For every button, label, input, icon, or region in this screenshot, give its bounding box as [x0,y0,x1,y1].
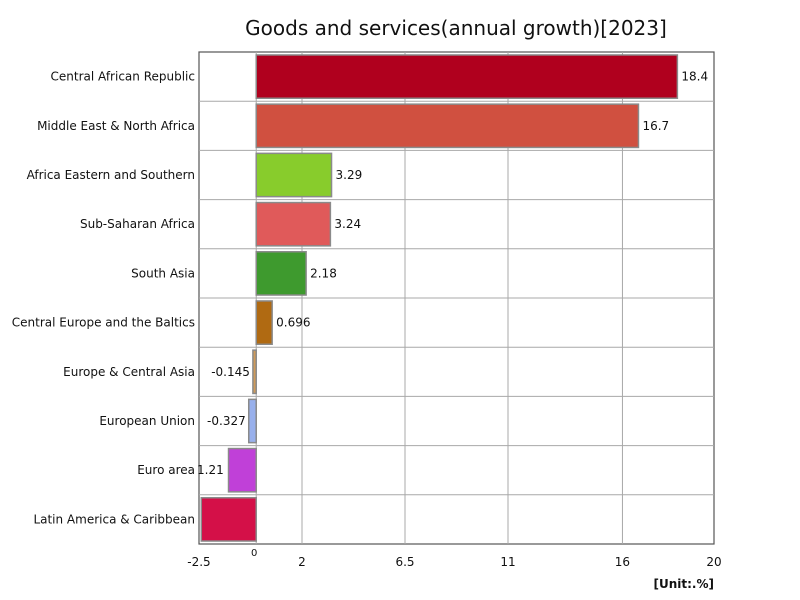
x-tick-label: 2 [298,555,306,569]
value-label: 3.24 [334,217,361,231]
chart-title: Goods and services(annual growth)[2023] [245,16,667,40]
x-tick-label: 11 [500,555,515,569]
bar [255,201,332,247]
unit-label: [Unit:.%] [654,577,715,591]
category-label: Latin America & Caribbean [33,512,195,526]
x-tick-label: 16 [615,555,630,569]
category-label: Europe & Central Asia [63,365,195,379]
value-label: -0.327 [207,414,246,428]
x-tick-label: -2.5 [187,555,210,569]
value-label: 1.21 [197,463,224,477]
value-label: 16.7 [642,119,669,133]
x-zero-label: 0 [251,548,257,559]
bar [255,54,679,99]
bar [255,103,640,149]
x-tick-label: 6.5 [395,555,414,569]
category-label: Middle East & North Africa [37,119,195,133]
category-label: European Union [99,414,195,428]
bar [255,251,307,296]
bar [227,447,257,493]
x-tick-label: 20 [706,555,721,569]
value-label: 2.18 [310,266,337,280]
category-label: South Asia [131,266,195,280]
value-label: 18.4 [681,70,708,84]
value-label: 3.29 [336,168,363,182]
category-label: Africa Eastern and Southern [27,168,195,182]
category-label: Euro area [137,463,195,477]
bar [255,300,273,345]
category-label: Sub-Saharan Africa [80,217,195,231]
category-label: Central Europe and the Baltics [12,316,195,330]
bar [252,349,257,395]
value-label: -0.145 [211,365,250,379]
bar [247,398,257,444]
value-label: 0.696 [276,316,310,330]
bar [255,152,333,198]
bar [200,497,257,542]
category-label: Central African Republic [51,70,195,84]
